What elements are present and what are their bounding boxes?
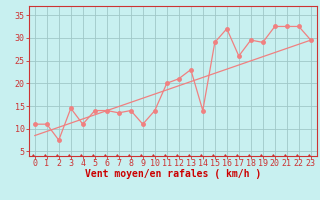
Point (248, 38, 253, 42)
Point (44, 123, 49, 126)
Point (308, 38, 313, 42)
Point (68, 107, 73, 110)
Point (188, 68, 193, 71)
Point (32, 123, 37, 126)
X-axis label: Vent moyen/en rafales ( km/h ): Vent moyen/en rafales ( km/h ) (85, 169, 261, 179)
Point (104, 109, 109, 112)
Point (116, 111, 121, 114)
Point (140, 123, 145, 126)
Point (224, 27, 229, 30)
Point (236, 54, 241, 58)
Point (260, 41, 265, 44)
Point (80, 123, 85, 126)
Point (56, 138, 61, 142)
Point (92, 109, 97, 112)
Point (152, 109, 157, 112)
Point (128, 109, 133, 112)
Point (176, 77, 181, 80)
Point (272, 25, 277, 28)
Point (284, 25, 289, 28)
Point (296, 25, 301, 28)
Point (212, 41, 217, 44)
Point (164, 82, 169, 85)
Point (200, 109, 205, 112)
